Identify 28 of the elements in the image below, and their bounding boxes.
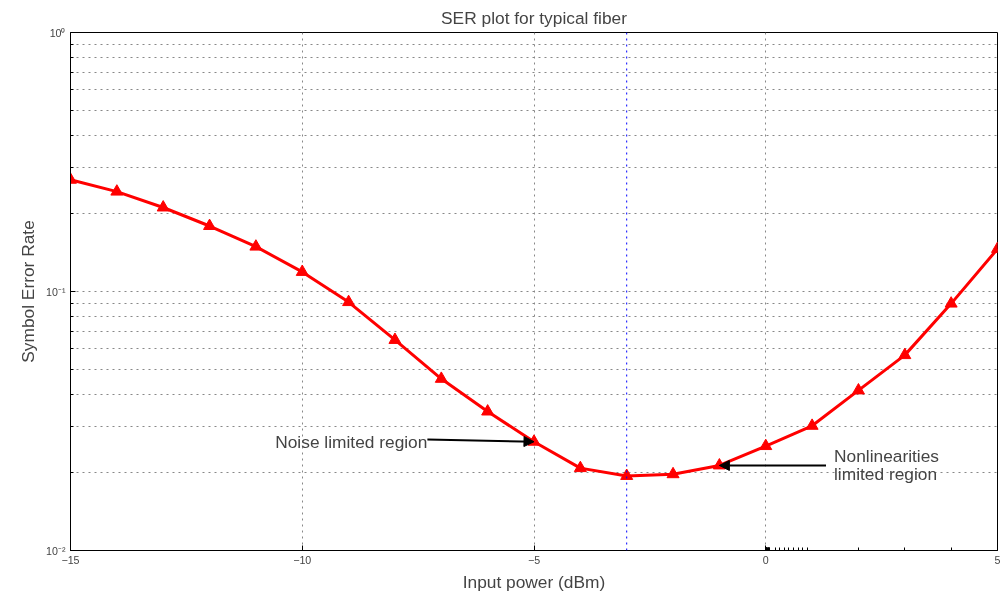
x-tick-label: 0 [762,553,769,566]
point [805,418,819,430]
point [249,239,263,251]
point [620,468,634,480]
y-axis-title: Symbol Error Rate [18,220,39,363]
point [759,438,773,451]
x-axis-title: Input power (dBm) [462,571,606,592]
point [573,460,587,473]
x-tick-label: −5 [527,553,541,566]
y-tick-label: 10⁻¹ [46,285,66,298]
annotation: Noise limited region [275,431,428,452]
point [851,383,865,395]
point [295,264,309,276]
x-tick-label: 5 [994,553,1001,566]
point [156,200,170,212]
point [388,332,402,344]
point [434,371,448,383]
point [481,404,495,416]
y-tick-label: 10⁰ [49,26,66,39]
point [944,296,958,308]
point [342,294,356,307]
point [898,347,912,360]
annotation: Nonlinearities limited region [834,446,940,485]
chart-title: SER plot for typical fiber [441,7,628,28]
point [110,184,124,196]
point [203,218,217,230]
point [666,466,680,479]
x-tick-label: −10 [293,553,312,566]
